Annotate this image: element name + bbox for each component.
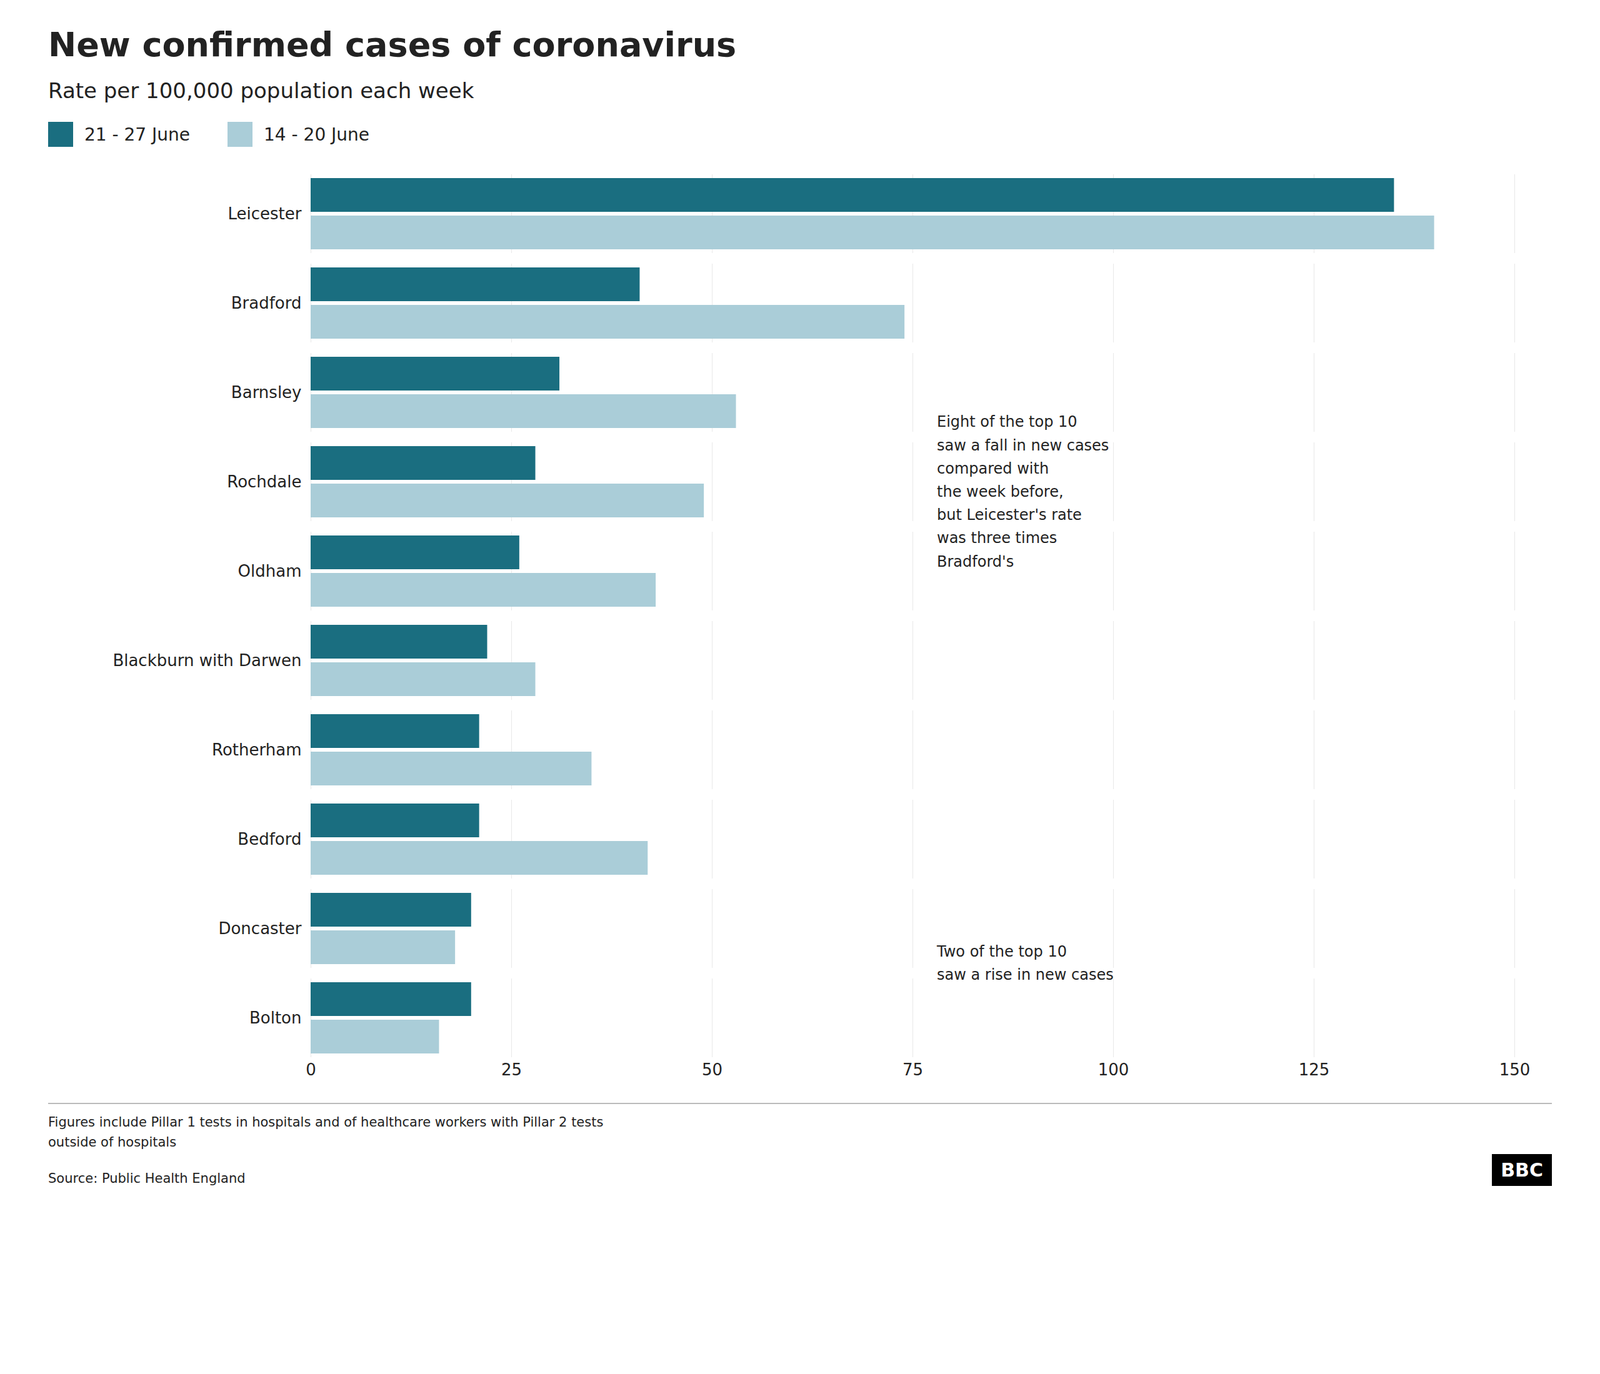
svg-text:100: 100: [1098, 1060, 1130, 1080]
svg-text:150: 150: [1499, 1060, 1531, 1080]
svg-text:125: 125: [1298, 1060, 1330, 1080]
svg-text:Oldham: Oldham: [238, 561, 302, 581]
html-text:21 - 27 June: 21 - 27 June: [84, 124, 190, 145]
svg-text:Doncaster: Doncaster: [218, 919, 302, 939]
svg-text:Rochdale: Rochdale: [226, 472, 302, 492]
svg-text:Bedford: Bedford: [237, 830, 302, 849]
svg-text:75: 75: [902, 1060, 924, 1080]
html-text:Source: Public Health England: Source: Public Health England: [48, 1171, 246, 1187]
svg-text:Rotherham: Rotherham: [211, 740, 302, 760]
svg-text:25: 25: [501, 1060, 522, 1080]
svg-text:Leicester: Leicester: [228, 204, 302, 224]
svg-text:Bolton: Bolton: [249, 1008, 302, 1028]
svg-text:Barnsley: Barnsley: [231, 383, 302, 402]
svg-text:Eight of the top 10saw a fall: Eight of the top 10saw a fall in new cas…: [936, 413, 1109, 570]
html-text:New confirmed cases of coronav: New confirmed cases of coronavirus: [48, 25, 737, 65]
svg-text:Two of the top 10saw a rise in: Two of the top 10saw a rise in new cases: [936, 943, 1114, 984]
html-text:14 - 20 June: 14 - 20 June: [263, 124, 370, 145]
html-text:Rate per 100,000 population ea: Rate per 100,000 population each week: [48, 78, 474, 104]
svg-text:50: 50: [701, 1060, 723, 1080]
html-text:BBC: BBC: [1500, 1159, 1544, 1182]
svg-text:0: 0: [305, 1060, 317, 1080]
svg-text:Bradford: Bradford: [231, 293, 302, 313]
html-text:Figures include Pillar 1 tests: Figures include Pillar 1 tests in hospit…: [48, 1115, 604, 1150]
svg-text:Blackburn with Darwen: Blackburn with Darwen: [112, 651, 302, 670]
